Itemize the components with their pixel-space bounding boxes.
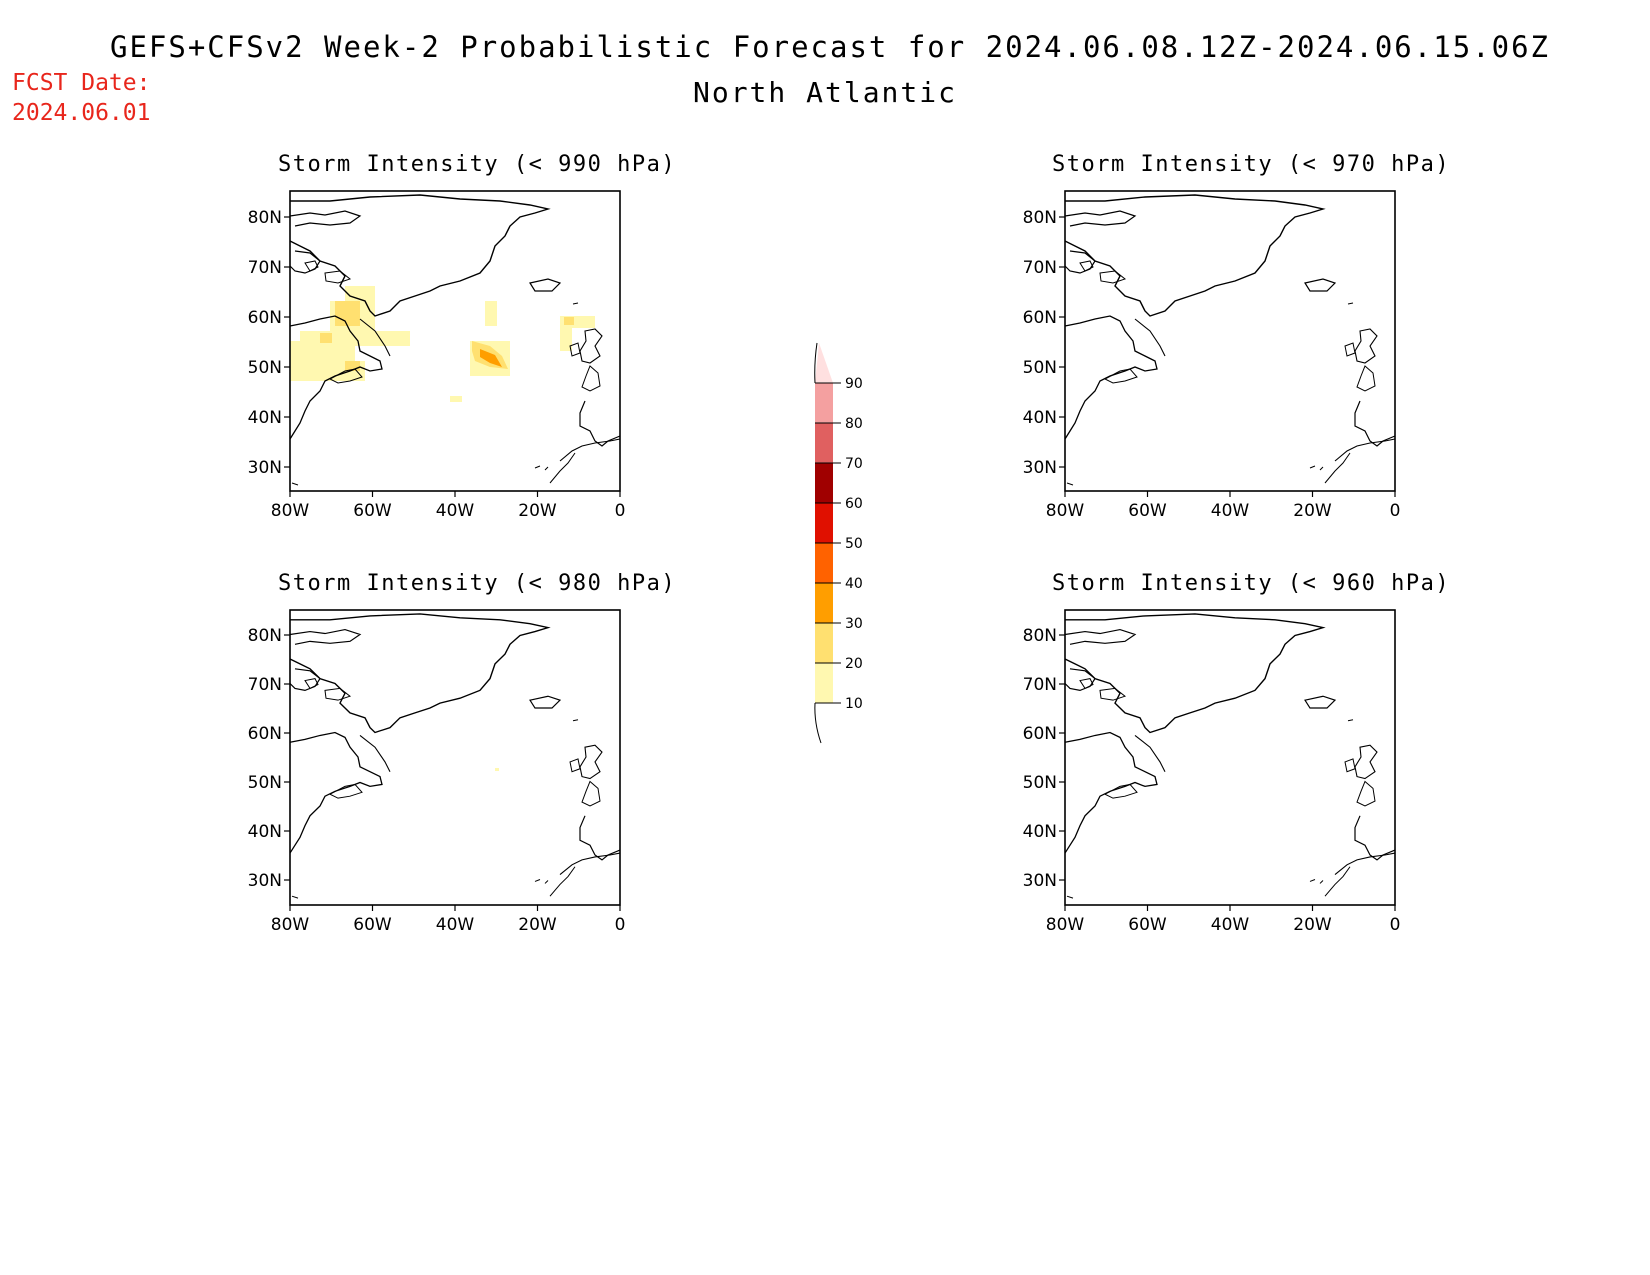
panel-title-970: Storm Intensity (< 970 hPa) xyxy=(1052,152,1451,177)
map-panel-970 xyxy=(1064,190,1396,492)
lat-tick-label: 70N xyxy=(1023,675,1057,695)
lat-tick-label: 50N xyxy=(248,358,282,378)
colorbar-swatch xyxy=(815,623,833,663)
map-frame xyxy=(1064,190,1396,492)
lon-tick-label: 60W xyxy=(353,501,392,521)
probability-shading xyxy=(495,768,499,771)
lon-tick-label: 80W xyxy=(1046,501,1085,521)
panel-title-960: Storm Intensity (< 960 hPa) xyxy=(1052,571,1451,596)
panel-title-990: Storm Intensity (< 990 hPa) xyxy=(278,152,677,177)
colorbar-label: 50 xyxy=(845,536,863,552)
lon-tick-label: 20W xyxy=(518,915,557,935)
lat-tick-label: 60N xyxy=(1023,308,1057,328)
lon-tick-label: 80W xyxy=(1046,915,1085,935)
lon-tick-label: 0 xyxy=(615,501,626,521)
lat-tick-label: 80N xyxy=(248,626,282,646)
map-frame xyxy=(1064,609,1396,906)
lat-tick-label: 70N xyxy=(248,258,282,278)
map-panel-960 xyxy=(1064,609,1396,906)
lat-tick-label: 70N xyxy=(248,675,282,695)
lon-tick-label: 40W xyxy=(1211,915,1250,935)
lat-tick-label: 60N xyxy=(248,724,282,744)
colorbar-swatch xyxy=(815,463,833,503)
lat-tick-label: 30N xyxy=(248,458,282,478)
map-frame xyxy=(289,609,621,906)
colorbar-label: 70 xyxy=(845,456,863,472)
lon-tick-label: 60W xyxy=(1128,501,1167,521)
map-panel-980 xyxy=(289,609,621,906)
lat-tick-label: 80N xyxy=(1023,626,1057,646)
lat-tick-label: 30N xyxy=(248,871,282,891)
lon-tick-label: 80W xyxy=(271,501,310,521)
lon-tick-label: 40W xyxy=(1211,501,1250,521)
colorbar-swatch xyxy=(815,543,833,583)
colorbar-top-cap xyxy=(815,343,833,383)
colorbar-swatch xyxy=(815,663,833,703)
colorbar: 10 20 30 40 50 60 70 80 90 xyxy=(814,342,863,744)
colorbar-swatch xyxy=(815,383,833,423)
fcst-date-label: FCST Date: xyxy=(12,70,151,96)
lat-tick-label: 60N xyxy=(248,308,282,328)
colorbar-swatch xyxy=(815,583,833,623)
lat-tick-label: 50N xyxy=(248,773,282,793)
lat-tick-label: 30N xyxy=(1023,871,1057,891)
colorbar-label: 60 xyxy=(845,496,863,512)
colorbar-swatch xyxy=(815,423,833,463)
colorbar-label: 40 xyxy=(845,576,863,592)
lon-tick-label: 40W xyxy=(436,501,475,521)
lon-tick-label: 0 xyxy=(1390,501,1401,521)
lat-tick-label: 40N xyxy=(1023,822,1057,842)
lat-tick-label: 60N xyxy=(1023,724,1057,744)
lat-tick-label: 40N xyxy=(248,408,282,428)
lat-tick-label: 80N xyxy=(248,208,282,228)
region-subtitle: North Atlantic xyxy=(692,76,957,109)
lat-tick-label: 40N xyxy=(1023,408,1057,428)
lat-tick-label: 30N xyxy=(1023,458,1057,478)
colorbar-label: 20 xyxy=(845,656,863,672)
lon-tick-label: 20W xyxy=(1293,915,1332,935)
lat-tick-label: 80N xyxy=(1023,208,1057,228)
lat-tick-label: 50N xyxy=(1023,773,1057,793)
lon-tick-label: 60W xyxy=(353,915,392,935)
lon-tick-label: 0 xyxy=(1390,915,1401,935)
lat-tick-label: 40N xyxy=(248,822,282,842)
lat-tick-label: 50N xyxy=(1023,358,1057,378)
main-title: GEFS+CFSv2 Week-2 Probabilistic Forecast… xyxy=(109,30,1550,64)
axis-labels: 80N 70N 60N 50N 40N 30N 80W 60W 40W 20W 0 80N 70N 60N… xyxy=(248,208,1401,935)
colorbar-label: 30 xyxy=(845,616,863,632)
colorbar-label: 10 xyxy=(845,696,863,712)
lon-tick-label: 60W xyxy=(1128,915,1167,935)
lon-tick-label: 0 xyxy=(615,915,626,935)
lat-tick-label: 70N xyxy=(1023,258,1057,278)
map-panel-990 xyxy=(289,190,621,492)
lon-tick-label: 20W xyxy=(1293,501,1332,521)
colorbar-label: 80 xyxy=(845,416,863,432)
lon-tick-label: 80W xyxy=(271,915,310,935)
lon-tick-label: 40W xyxy=(436,915,475,935)
colorbar-label: 90 xyxy=(845,376,863,392)
panel-title-980: Storm Intensity (< 980 hPa) xyxy=(278,571,677,596)
probability-shading xyxy=(290,286,595,402)
colorbar-swatch xyxy=(815,503,833,543)
fcst-date-value: 2024.06.01 xyxy=(12,100,151,126)
lon-tick-label: 20W xyxy=(518,501,557,521)
